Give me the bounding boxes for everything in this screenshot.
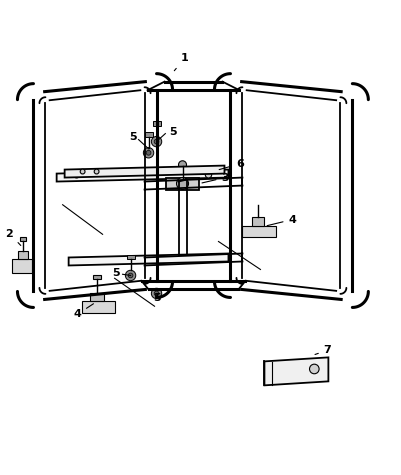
Text: 2: 2 <box>6 228 21 246</box>
Circle shape <box>94 169 99 174</box>
Circle shape <box>154 139 159 144</box>
Polygon shape <box>65 166 225 178</box>
Polygon shape <box>69 254 229 266</box>
Polygon shape <box>144 132 152 137</box>
Polygon shape <box>82 302 115 313</box>
Circle shape <box>151 288 162 299</box>
Circle shape <box>151 136 162 147</box>
Circle shape <box>205 171 212 178</box>
Polygon shape <box>127 255 135 259</box>
Text: 6: 6 <box>219 159 244 170</box>
Circle shape <box>126 270 136 281</box>
Text: 5: 5 <box>153 293 160 303</box>
Polygon shape <box>253 217 264 226</box>
Circle shape <box>178 161 186 169</box>
Circle shape <box>310 364 319 374</box>
Polygon shape <box>243 226 275 237</box>
Text: 5: 5 <box>112 268 119 278</box>
Polygon shape <box>90 293 104 302</box>
Text: 5: 5 <box>169 127 176 137</box>
Circle shape <box>73 171 80 178</box>
Circle shape <box>143 148 154 158</box>
Polygon shape <box>166 178 199 190</box>
Polygon shape <box>152 121 160 125</box>
Circle shape <box>80 169 85 174</box>
Circle shape <box>154 291 159 296</box>
Text: 5: 5 <box>129 132 136 142</box>
Polygon shape <box>18 251 28 259</box>
Polygon shape <box>12 259 32 274</box>
Polygon shape <box>93 276 101 279</box>
Text: 4: 4 <box>73 304 93 319</box>
Text: 7: 7 <box>315 345 332 355</box>
Circle shape <box>146 151 151 155</box>
Polygon shape <box>20 237 26 241</box>
Polygon shape <box>57 170 229 181</box>
Text: 1: 1 <box>174 54 188 71</box>
Polygon shape <box>264 357 328 385</box>
Text: 3: 3 <box>202 172 229 183</box>
Circle shape <box>176 178 188 190</box>
Text: 4: 4 <box>267 215 296 226</box>
Circle shape <box>128 273 133 278</box>
